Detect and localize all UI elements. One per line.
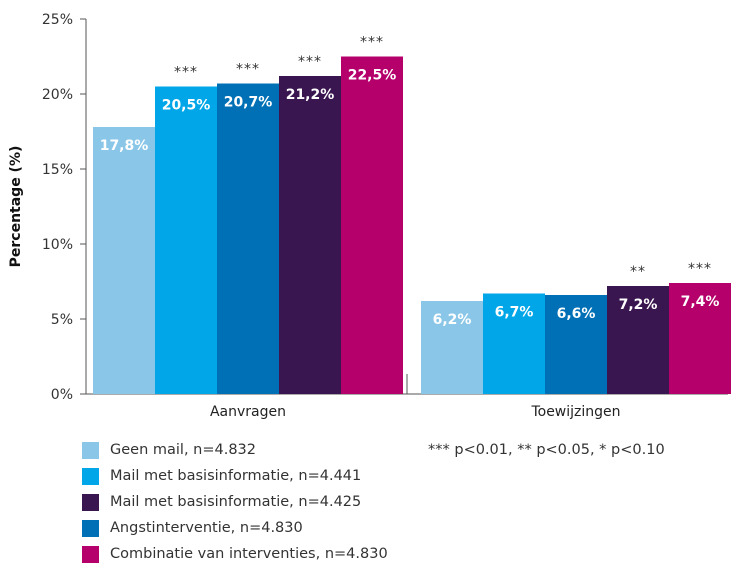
y-tick-label: 0%	[51, 387, 73, 403]
legend-item: Mail met basisinformatie, n=4.441	[82, 463, 388, 489]
legend-swatch	[82, 545, 99, 563]
bar-value-label: 21,2%	[286, 87, 335, 103]
y-tick-label: 10%	[42, 237, 73, 253]
significance-marker: ***	[174, 65, 198, 81]
legend-item: Mail met basisinformatie, n=4.425	[82, 489, 388, 515]
legend-label: Geen mail, n=4.832	[110, 442, 257, 458]
y-tick-label: 20%	[42, 87, 73, 103]
bar	[545, 295, 607, 394]
bar-value-label: 6,6%	[557, 306, 596, 322]
bar-value-label: 20,7%	[224, 95, 273, 111]
category-label: Toewijzingen	[530, 404, 620, 420]
significance-marker: ***	[360, 35, 384, 51]
bar-chart: 0% 5% 10% 15% 20% 25% Percentage (%) 17,8% 20,5%…	[8, 12, 731, 420]
legend-label: Mail met basisinformatie, n=4.441	[110, 468, 362, 484]
bar	[155, 86, 217, 394]
bar-value-label: 22,5%	[348, 68, 397, 84]
legend-swatch	[82, 519, 99, 537]
legend-swatch	[82, 441, 99, 459]
significance-note: *** p<0.01, ** p<0.05, * p<0.10	[428, 442, 665, 458]
legend-item: Geen mail, n=4.832	[82, 437, 388, 463]
legend-label: Mail met basisinformatie, n=4.425	[110, 494, 362, 510]
y-tick-label: 15%	[42, 162, 73, 178]
bar	[483, 293, 545, 394]
legend-label: Combinatie van interventies, n=4.830	[110, 546, 388, 562]
y-tick-label: 5%	[51, 312, 73, 328]
significance-marker: ***	[688, 261, 712, 277]
legend-label: Angstinterventie, n=4.830	[110, 520, 303, 536]
significance-marker: ***	[236, 62, 260, 78]
bar	[93, 127, 155, 394]
legend-item: Combinatie van interventies, n=4.830	[82, 541, 388, 567]
bar	[341, 56, 403, 394]
bar-value-label: 7,2%	[619, 297, 658, 313]
legend-swatch	[82, 493, 99, 511]
bar-value-label: 17,8%	[100, 138, 149, 154]
legend-swatch	[82, 467, 99, 485]
y-axis-title: Percentage (%)	[8, 146, 24, 268]
bar	[607, 286, 669, 394]
bar	[279, 76, 341, 394]
bar-value-label: 6,2%	[433, 312, 472, 328]
significance-marker: ***	[298, 54, 322, 70]
bar-value-label: 7,4%	[681, 294, 720, 310]
significance-marker: **	[630, 264, 646, 280]
bar-value-label: 20,5%	[162, 98, 211, 114]
bar-value-label: 6,7%	[495, 305, 534, 321]
y-tick-label: 25%	[42, 12, 73, 28]
bar	[217, 83, 279, 394]
legend: Geen mail, n=4.832 Mail met basisinforma…	[82, 437, 388, 567]
category-label: Aanvragen	[210, 404, 286, 420]
bar	[669, 283, 731, 394]
legend-item: Angstinterventie, n=4.830	[82, 515, 388, 541]
bar	[421, 301, 483, 394]
